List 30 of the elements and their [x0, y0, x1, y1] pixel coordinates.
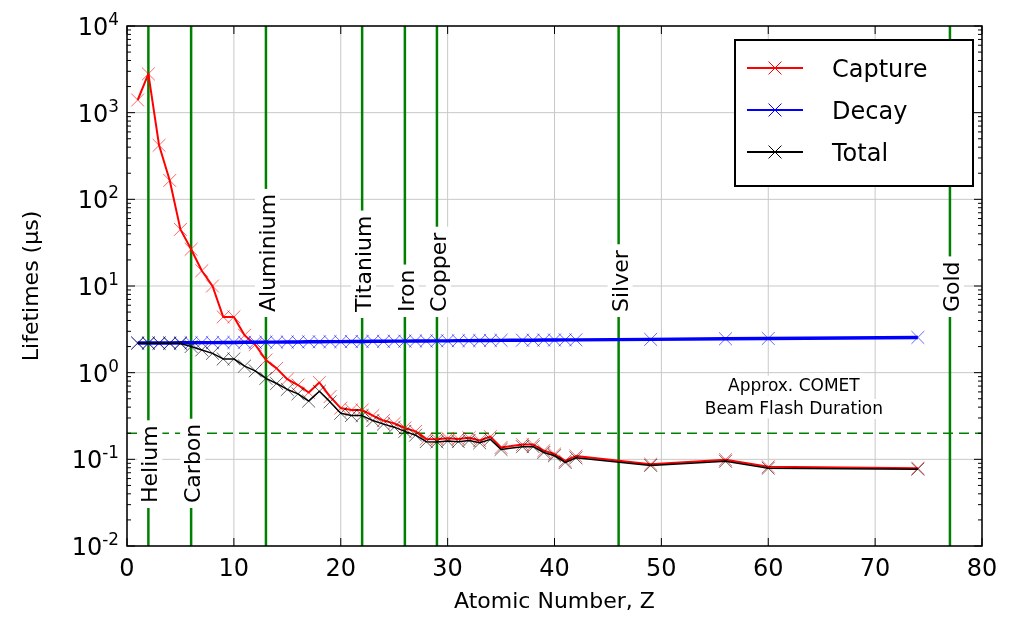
ref-line-label: Titanium [351, 215, 377, 313]
ref-line-label: Copper [425, 231, 451, 312]
x-tick-label: 60 [752, 554, 784, 582]
x-tick-label: 10 [218, 554, 250, 582]
x-tick-label: 70 [859, 554, 891, 582]
legend-label: Total [831, 139, 889, 167]
x-tick-label: 0 [119, 554, 135, 582]
y-tick-label: 10$^{-2}$ [71, 529, 119, 561]
y-tick-label: 10$^{-1}$ [71, 442, 119, 475]
legend-label: Decay [832, 97, 908, 125]
y-tick-label: 10$^{4}$ [77, 9, 119, 41]
y-tick-label: 10$^{3}$ [77, 95, 119, 128]
y-tick-label: 10$^{1}$ [77, 269, 119, 301]
legend-label: Capture [832, 55, 928, 83]
ref-line-label: Iron [393, 269, 419, 312]
y-tick-label: 10$^{0}$ [77, 355, 119, 388]
ref-line-label: Helium [137, 425, 163, 503]
y-axis-title: Lifetimes (μs) [18, 210, 43, 362]
x-axis-title: Atomic Number, Z [454, 588, 655, 613]
y-tick-label: 10$^{2}$ [77, 182, 119, 215]
ref-line-label: Silver [607, 249, 633, 312]
ref-line-label: Carbon [180, 423, 206, 503]
x-tick-label: 50 [646, 554, 677, 582]
ref-line-label: Aluminium [254, 193, 280, 312]
ref-line-label: Gold [938, 261, 964, 312]
x-tick-label: 40 [539, 554, 570, 582]
x-tick-label: 20 [325, 554, 357, 582]
x-tick-label: 30 [432, 554, 463, 582]
ref-line-label: Approx. COMET Beam Flash Duration [704, 375, 884, 419]
x-tick-label: 80 [966, 554, 998, 582]
